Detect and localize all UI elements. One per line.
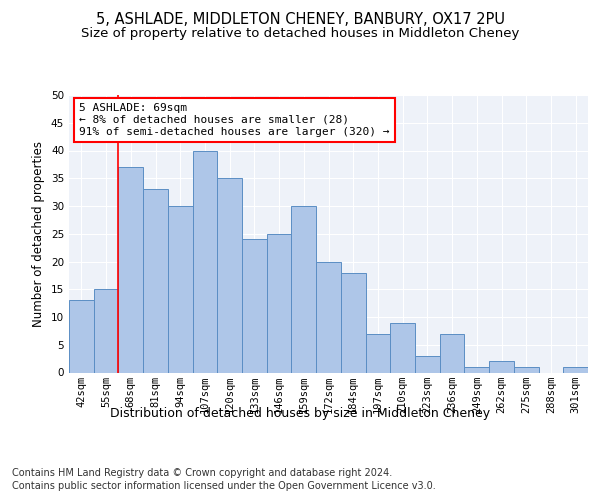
Text: Distribution of detached houses by size in Middleton Cheney: Distribution of detached houses by size … <box>110 408 490 420</box>
Bar <box>242 240 267 372</box>
Bar <box>365 334 390 372</box>
Bar <box>292 206 316 372</box>
Bar <box>514 367 539 372</box>
Bar <box>217 178 242 372</box>
Bar <box>118 167 143 372</box>
Bar <box>341 272 365 372</box>
Bar <box>464 367 489 372</box>
Bar <box>168 206 193 372</box>
Bar <box>267 234 292 372</box>
Bar <box>415 356 440 372</box>
Bar <box>94 289 118 372</box>
Bar <box>489 362 514 372</box>
Text: Contains public sector information licensed under the Open Government Licence v3: Contains public sector information licen… <box>12 481 436 491</box>
Bar <box>143 190 168 372</box>
Text: 5, ASHLADE, MIDDLETON CHENEY, BANBURY, OX17 2PU: 5, ASHLADE, MIDDLETON CHENEY, BANBURY, O… <box>95 12 505 28</box>
Bar <box>69 300 94 372</box>
Text: 5 ASHLADE: 69sqm
← 8% of detached houses are smaller (28)
91% of semi-detached h: 5 ASHLADE: 69sqm ← 8% of detached houses… <box>79 104 390 136</box>
Bar <box>316 262 341 372</box>
Text: Contains HM Land Registry data © Crown copyright and database right 2024.: Contains HM Land Registry data © Crown c… <box>12 468 392 477</box>
Y-axis label: Number of detached properties: Number of detached properties <box>32 141 46 327</box>
Bar <box>563 367 588 372</box>
Bar <box>193 150 217 372</box>
Bar <box>440 334 464 372</box>
Bar <box>390 322 415 372</box>
Text: Size of property relative to detached houses in Middleton Cheney: Size of property relative to detached ho… <box>81 28 519 40</box>
